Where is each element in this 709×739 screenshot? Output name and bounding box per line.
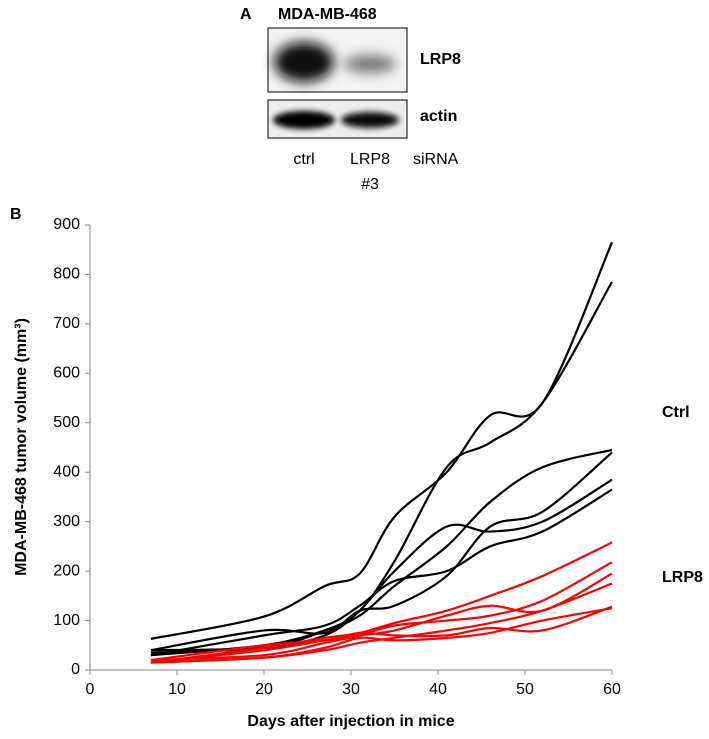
x-tick-label: 50 [516,681,534,698]
series-line [150,572,613,664]
lane-label: LRP8 [350,151,390,168]
blot-band [273,111,335,129]
series-line [150,241,614,640]
x-tick-label: 40 [429,681,447,698]
x-axis-title: Days after injection in mice [247,713,454,730]
series-line [150,448,613,657]
annotation: Ctrl [662,404,690,421]
lane-label: #3 [361,176,379,193]
x-tick-label: 60 [603,681,621,698]
y-tick-label: 100 [53,612,80,629]
x-tick-label: 10 [168,681,186,698]
y-tick-label: 400 [53,463,80,480]
y-axis-title: MDA-MB-468 tumor volume (mm³) [13,318,30,576]
series-line [150,478,613,652]
y-tick-label: 800 [53,266,80,283]
y-tick-label: 300 [53,513,80,530]
y-tick-label: 700 [53,315,80,332]
series-line [150,607,613,664]
blot-band [274,42,334,82]
series-line [150,605,613,662]
blot-label: LRP8 [420,51,461,68]
series-line [150,451,613,652]
y-tick-label: 200 [53,562,80,579]
y-tick-label: 500 [53,414,80,431]
annotation: LRP8 [662,569,703,586]
blot-title: MDA-MB-468 [278,6,377,23]
x-tick-label: 20 [255,681,273,698]
y-tick-label: 600 [53,365,80,382]
lane-label: ctrl [293,151,314,168]
y-tick-label: 0 [71,661,80,678]
series-line [150,561,613,662]
blot-band [344,55,396,73]
panel-label: B [10,206,22,223]
x-tick-label: 0 [86,681,95,698]
blot-band [341,112,399,128]
series-line [150,541,613,664]
treatment-label: siRNA [413,151,459,168]
panel-label: A [240,6,252,23]
blot-label: actin [420,108,457,125]
y-tick-label: 900 [53,216,80,233]
series-line [150,488,613,657]
x-tick-label: 30 [342,681,360,698]
